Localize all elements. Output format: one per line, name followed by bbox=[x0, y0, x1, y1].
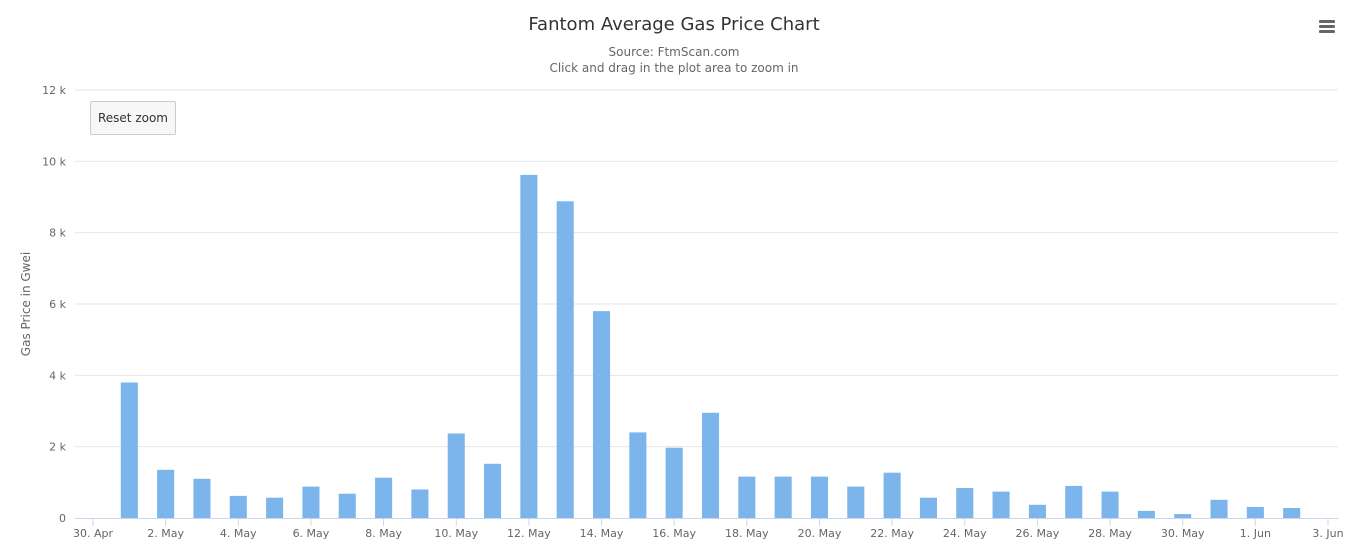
x-tick-label: 3. Jun bbox=[1312, 527, 1343, 540]
y-tick-label: 2 k bbox=[49, 441, 66, 454]
bar[interactable] bbox=[1028, 504, 1046, 518]
bar[interactable] bbox=[956, 488, 974, 518]
bar[interactable] bbox=[810, 476, 829, 518]
bar[interactable] bbox=[665, 447, 683, 518]
bar[interactable] bbox=[447, 433, 465, 518]
x-tick-label: 14. May bbox=[580, 527, 624, 540]
x-tick-label: 1. Jun bbox=[1240, 527, 1271, 540]
axes: 0 2 k 4 k 6 k 8 k 10 k 12 k 30. Apr 2. May 4. May… bbox=[42, 84, 1343, 540]
y-tick-label: 10 k bbox=[42, 155, 66, 168]
bar[interactable] bbox=[229, 495, 247, 518]
y-tick-label: 0 bbox=[59, 512, 66, 525]
bar[interactable] bbox=[193, 478, 211, 518]
x-tick-label: 22. May bbox=[870, 527, 914, 540]
x-tick-label: 18. May bbox=[725, 527, 769, 540]
x-tick-label: 26. May bbox=[1016, 527, 1060, 540]
reset-zoom-button[interactable]: Reset zoom bbox=[90, 101, 176, 135]
bar[interactable] bbox=[1246, 506, 1264, 518]
x-tick-label: 30. Apr bbox=[73, 527, 113, 540]
x-tick-label: 2. May bbox=[147, 527, 184, 540]
bar[interactable] bbox=[338, 493, 356, 518]
x-tick-label: 10. May bbox=[434, 527, 478, 540]
chart-title: Fantom Average Gas Price Chart bbox=[528, 14, 820, 35]
zoom-hint: Click and drag in the plot area to zoom … bbox=[549, 61, 799, 75]
bar[interactable] bbox=[992, 491, 1010, 518]
x-tick-label: 20. May bbox=[798, 527, 842, 540]
bar[interactable] bbox=[1137, 510, 1155, 518]
bar[interactable] bbox=[120, 382, 138, 518]
bar[interactable] bbox=[484, 463, 502, 518]
y-tick-label: 4 k bbox=[49, 369, 66, 382]
bar[interactable] bbox=[774, 476, 792, 518]
bars bbox=[120, 174, 1301, 519]
bar[interactable] bbox=[1283, 508, 1301, 518]
bar[interactable] bbox=[302, 486, 320, 518]
y-tick-label: 6 k bbox=[49, 298, 66, 311]
chart-subtitle: Source: FtmScan.com bbox=[608, 45, 740, 59]
grid-lines bbox=[75, 89, 1338, 448]
bar[interactable] bbox=[375, 477, 393, 518]
bar[interactable] bbox=[1065, 485, 1083, 518]
bar[interactable] bbox=[738, 476, 756, 518]
bar[interactable] bbox=[629, 432, 647, 518]
x-tick-label: 28. May bbox=[1088, 527, 1132, 540]
y-axis-title: Gas Price in Gwei bbox=[19, 252, 33, 356]
bar[interactable] bbox=[157, 469, 175, 518]
bar[interactable] bbox=[556, 201, 574, 518]
bar[interactable] bbox=[701, 412, 720, 518]
bar[interactable] bbox=[847, 486, 865, 518]
bar[interactable] bbox=[883, 472, 901, 518]
bar[interactable] bbox=[1101, 491, 1119, 518]
x-tick-label: 6. May bbox=[293, 527, 330, 540]
x-tick-label: 12. May bbox=[507, 527, 551, 540]
y-tick-label: 8 k bbox=[49, 227, 66, 240]
bar[interactable] bbox=[266, 497, 284, 518]
bar[interactable] bbox=[1174, 514, 1192, 518]
bar[interactable] bbox=[520, 174, 538, 519]
x-tick-label: 16. May bbox=[652, 527, 696, 540]
bar[interactable] bbox=[919, 497, 937, 518]
bar[interactable] bbox=[1210, 499, 1228, 518]
bar[interactable] bbox=[592, 311, 611, 518]
bar[interactable] bbox=[411, 489, 429, 518]
x-tick-label: 8. May bbox=[365, 527, 402, 540]
x-tick-label: 4. May bbox=[220, 527, 257, 540]
y-tick-label: 12 k bbox=[42, 84, 66, 97]
hamburger-menu-icon[interactable] bbox=[1314, 14, 1340, 38]
x-tick-label: 24. May bbox=[943, 527, 987, 540]
x-tick-label: 30. May bbox=[1161, 527, 1205, 540]
